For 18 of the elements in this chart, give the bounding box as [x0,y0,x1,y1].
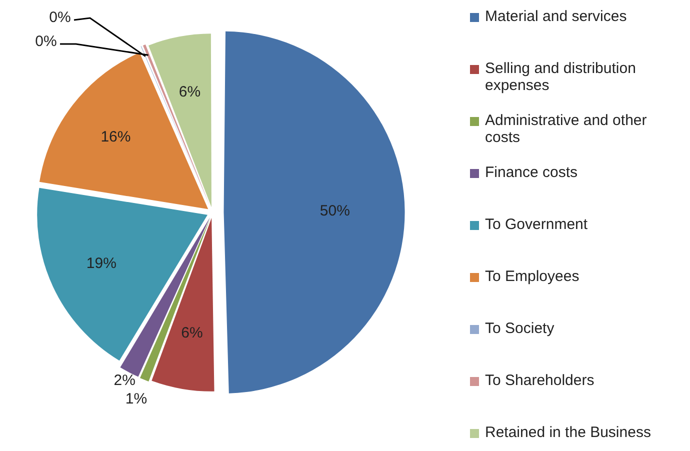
data-label: 16% [100,128,131,146]
data-label: 6% [181,324,203,342]
legend-label: To Society [485,320,554,337]
data-label: 0% [49,9,71,26]
data-label: 6% [178,83,201,100]
data-label: 50% [320,202,350,220]
data-label: 0% [35,33,57,50]
legend-label: To Government [485,216,588,233]
legend-label: To Employees [485,268,580,285]
data-label: 19% [86,255,116,272]
legend-label: Material and services [485,8,627,25]
legend-label: Administrative and other costs [485,112,648,146]
legend-label: Retained in the Business [485,424,651,441]
data-label: 2% [114,372,136,390]
legend-label: Finance costs [485,164,578,181]
legend-label: Selling and distribution expenses [485,60,637,94]
data-label: 1% [125,390,148,408]
legend-label: To Shareholders [485,372,594,389]
